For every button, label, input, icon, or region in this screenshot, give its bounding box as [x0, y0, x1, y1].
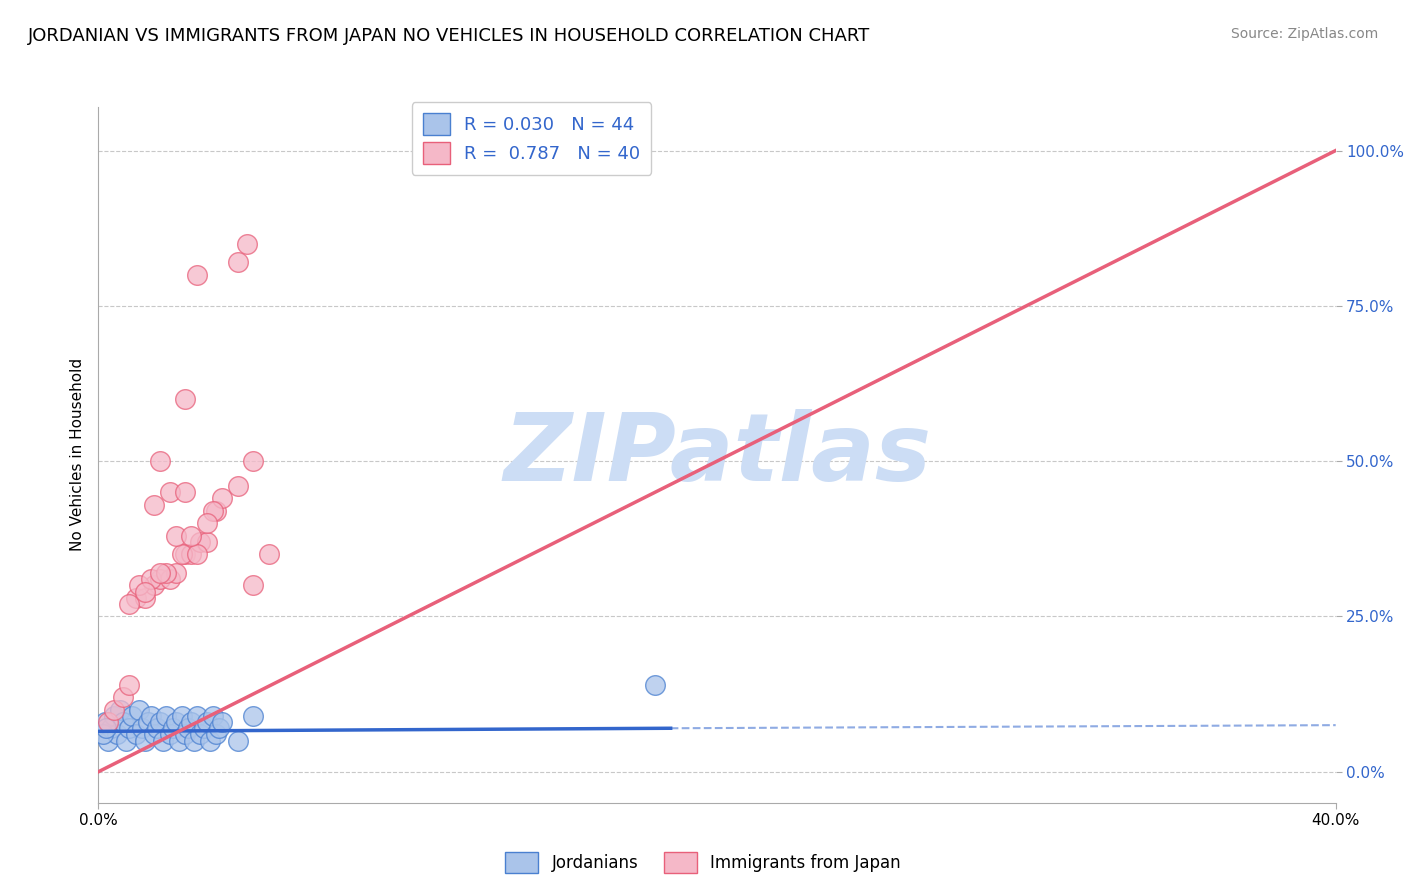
Point	[112, 690, 135, 705]
Point	[103, 703, 125, 717]
Point	[118, 721, 141, 735]
Point	[131, 721, 153, 735]
Point	[159, 485, 181, 500]
Text: JORDANIAN VS IMMIGRANTS FROM JAPAN NO VEHICLES IN HOUSEHOLD CORRELATION CHART: JORDANIAN VS IMMIGRANTS FROM JAPAN NO VE…	[28, 27, 870, 45]
Y-axis label: No Vehicles in Household: No Vehicles in Household	[69, 359, 84, 551]
Text: ZIPatlas: ZIPatlas	[503, 409, 931, 501]
Point	[152, 733, 174, 747]
Point	[159, 572, 181, 586]
Point	[201, 504, 224, 518]
Point	[91, 727, 114, 741]
Point	[115, 733, 138, 747]
Point	[149, 714, 172, 729]
Point	[143, 578, 166, 592]
Point	[149, 566, 172, 580]
Point	[208, 721, 231, 735]
Point	[128, 703, 150, 717]
Point	[205, 727, 228, 741]
Point	[242, 578, 264, 592]
Point	[257, 547, 280, 561]
Point	[165, 529, 187, 543]
Point	[226, 479, 249, 493]
Point	[174, 392, 197, 406]
Point	[162, 721, 184, 735]
Point	[186, 268, 208, 282]
Point	[165, 566, 187, 580]
Point	[180, 547, 202, 561]
Point	[644, 678, 666, 692]
Point	[198, 733, 221, 747]
Point	[124, 727, 146, 741]
Point	[136, 714, 159, 729]
Point	[134, 733, 156, 747]
Point	[139, 708, 162, 723]
Point	[118, 678, 141, 692]
Point	[139, 572, 162, 586]
Point	[174, 547, 197, 561]
Point	[174, 485, 197, 500]
Point	[170, 547, 193, 561]
Point	[180, 529, 202, 543]
Point	[183, 733, 205, 747]
Point	[190, 535, 212, 549]
Point	[242, 454, 264, 468]
Point	[195, 535, 218, 549]
Point	[236, 236, 259, 251]
Point	[112, 714, 135, 729]
Point	[180, 714, 202, 729]
Point	[149, 454, 172, 468]
Point	[167, 733, 190, 747]
Point	[186, 708, 208, 723]
Point	[121, 708, 143, 723]
Point	[108, 703, 131, 717]
Point	[211, 491, 233, 506]
Point	[103, 708, 125, 723]
Point	[211, 714, 233, 729]
Point	[128, 578, 150, 592]
Point	[97, 714, 120, 729]
Point	[174, 727, 197, 741]
Point	[155, 566, 177, 580]
Point	[205, 504, 228, 518]
Legend: Jordanians, Immigrants from Japan: Jordanians, Immigrants from Japan	[499, 846, 907, 880]
Point	[143, 727, 166, 741]
Point	[226, 733, 249, 747]
Text: Source: ZipAtlas.com: Source: ZipAtlas.com	[1230, 27, 1378, 41]
Point	[134, 591, 156, 605]
Point	[190, 727, 212, 741]
Point	[242, 708, 264, 723]
Point	[124, 591, 146, 605]
Point	[96, 721, 118, 735]
Point	[186, 547, 208, 561]
Point	[155, 708, 177, 723]
Point	[195, 516, 218, 531]
Point	[177, 721, 200, 735]
Point	[149, 572, 172, 586]
Point	[105, 727, 128, 741]
Point	[146, 721, 169, 735]
Legend: R = 0.030   N = 44, R =  0.787   N = 40: R = 0.030 N = 44, R = 0.787 N = 40	[412, 103, 651, 175]
Point	[143, 498, 166, 512]
Point	[97, 733, 120, 747]
Point	[165, 714, 187, 729]
Point	[118, 597, 141, 611]
Point	[100, 721, 122, 735]
Point	[134, 584, 156, 599]
Point	[170, 708, 193, 723]
Point	[195, 714, 218, 729]
Point	[226, 255, 249, 269]
Point	[201, 708, 224, 723]
Point	[159, 727, 181, 741]
Point	[93, 714, 115, 729]
Point	[193, 721, 215, 735]
